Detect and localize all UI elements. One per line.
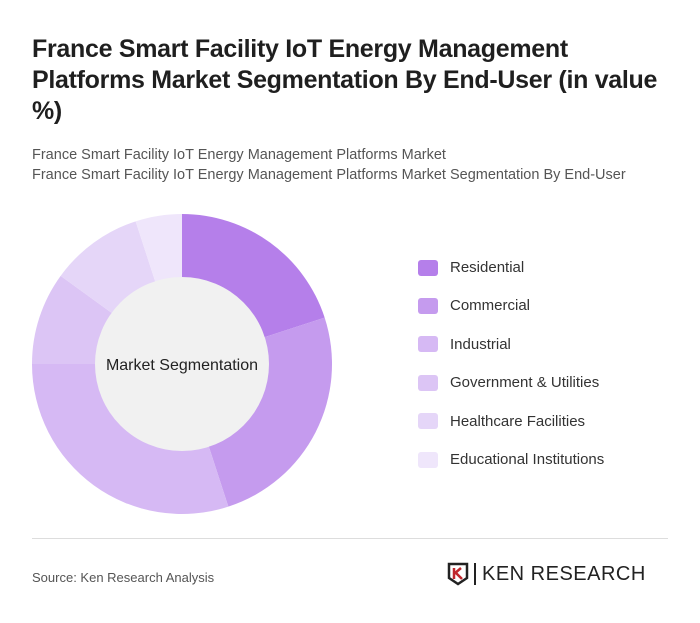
legend-item: Healthcare Facilities (418, 413, 585, 430)
legend-label: Government & Utilities (450, 374, 600, 392)
legend-swatch (418, 374, 438, 391)
logo-divider (474, 563, 476, 585)
source-note: Source: Ken Research Analysis (32, 570, 215, 585)
legend-swatch (418, 336, 438, 353)
legend-swatch (418, 413, 438, 430)
ken-research-logo: KEN RESEARCH (447, 562, 646, 586)
legend-item: Residential (418, 259, 524, 276)
legend-swatch (418, 451, 438, 468)
donut-hole (95, 277, 269, 451)
legend-label: Educational Institutions (450, 451, 605, 468)
legend-item: Educational Institutions (418, 451, 604, 468)
legend-item: Industrial (418, 336, 511, 353)
legend-label: Healthcare Facilities (450, 412, 586, 430)
legend-label: Residential (450, 259, 525, 276)
legend-swatch (418, 297, 438, 314)
divider (32, 538, 668, 539)
subtitle-2: France Smart Facility IoT Energy Managem… (32, 167, 626, 183)
subtitle-1: France Smart Facility IoT Energy Managem… (32, 147, 446, 163)
legend-swatch (418, 259, 438, 276)
donut-chart: Market Segmentation (32, 214, 332, 514)
chart-title: France Smart Facility IoT Energy Managem… (32, 35, 658, 125)
center-label: Market Segmentation (106, 357, 258, 374)
legend-item: Government & Utilities (418, 374, 599, 391)
legend-label: Commercial (450, 297, 531, 315)
logo-text: KEN RESEARCH (482, 562, 646, 585)
logo-icon (447, 562, 469, 586)
legend-label: Industrial (450, 335, 511, 353)
legend-item: Commercial (418, 297, 530, 314)
